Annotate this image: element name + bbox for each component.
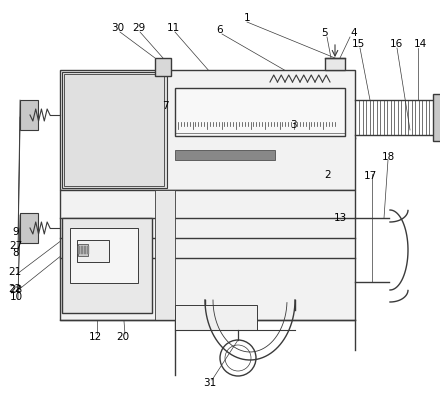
Bar bbox=[175, 150, 275, 160]
Bar bbox=[64, 74, 164, 186]
Bar bbox=[62, 72, 167, 188]
Text: 31: 31 bbox=[203, 378, 216, 388]
Bar bbox=[70, 228, 138, 283]
Bar bbox=[20, 100, 38, 130]
Bar bbox=[78, 244, 88, 256]
Text: 17: 17 bbox=[363, 171, 377, 181]
Bar bbox=[155, 190, 175, 320]
Text: 12: 12 bbox=[88, 332, 102, 342]
Bar bbox=[175, 88, 345, 136]
Bar bbox=[87, 246, 89, 254]
Text: 3: 3 bbox=[290, 120, 296, 130]
Bar bbox=[81, 246, 83, 254]
Text: 1: 1 bbox=[244, 13, 250, 23]
Bar bbox=[60, 190, 355, 320]
Text: 10: 10 bbox=[9, 292, 22, 302]
Text: 6: 6 bbox=[216, 25, 224, 35]
Text: 5: 5 bbox=[322, 28, 328, 38]
Bar bbox=[155, 58, 171, 76]
Text: 30: 30 bbox=[111, 23, 125, 33]
Bar bbox=[60, 70, 355, 190]
Text: 9: 9 bbox=[13, 227, 19, 237]
Text: 16: 16 bbox=[389, 39, 403, 49]
Text: 7: 7 bbox=[161, 101, 169, 111]
Text: 11: 11 bbox=[166, 23, 180, 33]
Bar bbox=[20, 213, 38, 243]
Text: 18: 18 bbox=[381, 152, 395, 162]
Bar bbox=[78, 246, 80, 254]
Bar bbox=[325, 58, 345, 70]
Bar bbox=[175, 305, 257, 330]
Bar bbox=[84, 246, 86, 254]
Text: 13: 13 bbox=[334, 213, 347, 223]
Text: 15: 15 bbox=[352, 39, 365, 49]
Text: 28: 28 bbox=[9, 285, 22, 295]
Text: 20: 20 bbox=[117, 332, 129, 342]
Text: 8: 8 bbox=[13, 248, 19, 258]
Text: 4: 4 bbox=[351, 28, 357, 38]
Bar bbox=[433, 94, 440, 141]
Bar bbox=[62, 218, 152, 313]
Text: 27: 27 bbox=[9, 241, 22, 251]
Text: 22: 22 bbox=[8, 284, 22, 294]
Text: 2: 2 bbox=[325, 170, 331, 180]
Bar bbox=[77, 240, 109, 262]
Text: 29: 29 bbox=[132, 23, 146, 33]
Text: 14: 14 bbox=[413, 39, 427, 49]
Text: 21: 21 bbox=[8, 267, 22, 277]
